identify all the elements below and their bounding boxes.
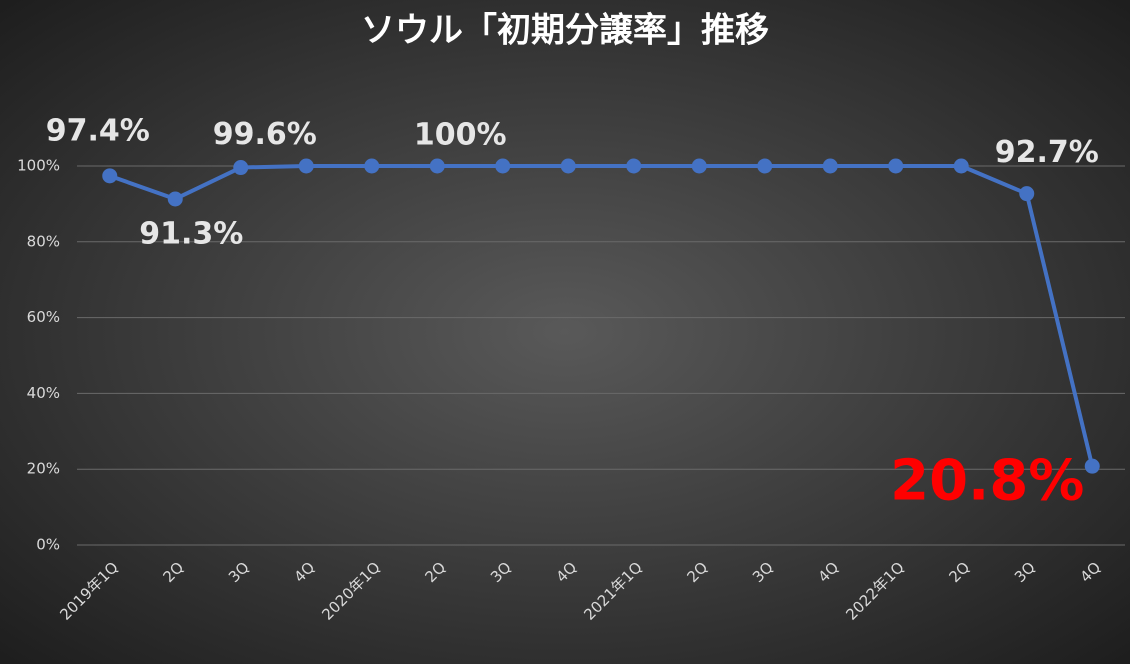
data-label: 92.7% (995, 135, 1099, 170)
data-point (233, 160, 249, 176)
y-tick-label: 60% (27, 308, 60, 326)
data-label: 91.3% (139, 216, 243, 251)
y-tick-label: 20% (27, 460, 60, 478)
data-point (888, 158, 904, 174)
data-label: 100% (414, 118, 507, 153)
plot: 97.4% 91.3% 99.6% 100% 92.7% 20.8% (46, 113, 1100, 513)
data-point (757, 158, 773, 174)
data-point (429, 158, 445, 174)
data-point (102, 168, 118, 184)
y-tick-label: 100% (17, 157, 60, 175)
data-point (364, 158, 380, 174)
data-point (626, 158, 642, 174)
data-point (1084, 458, 1100, 474)
y-tick-label: 80% (27, 232, 60, 250)
chart-title: ソウル「初期分譲率」推移 (361, 11, 769, 51)
data-point (560, 158, 576, 174)
data-label: 20.8% (890, 448, 1084, 513)
data-line (109, 164, 1095, 467)
data-point (953, 158, 969, 174)
data-point (822, 158, 838, 174)
data-label: 99.6% (213, 117, 317, 152)
data-point (691, 158, 707, 174)
y-tick-label: 0% (36, 536, 60, 554)
data-point (1019, 186, 1035, 202)
data-point (167, 191, 183, 207)
data-point (495, 158, 511, 174)
data-label: 97.4% (46, 113, 150, 148)
y-tick-label: 40% (27, 384, 60, 402)
data-point (298, 158, 314, 174)
